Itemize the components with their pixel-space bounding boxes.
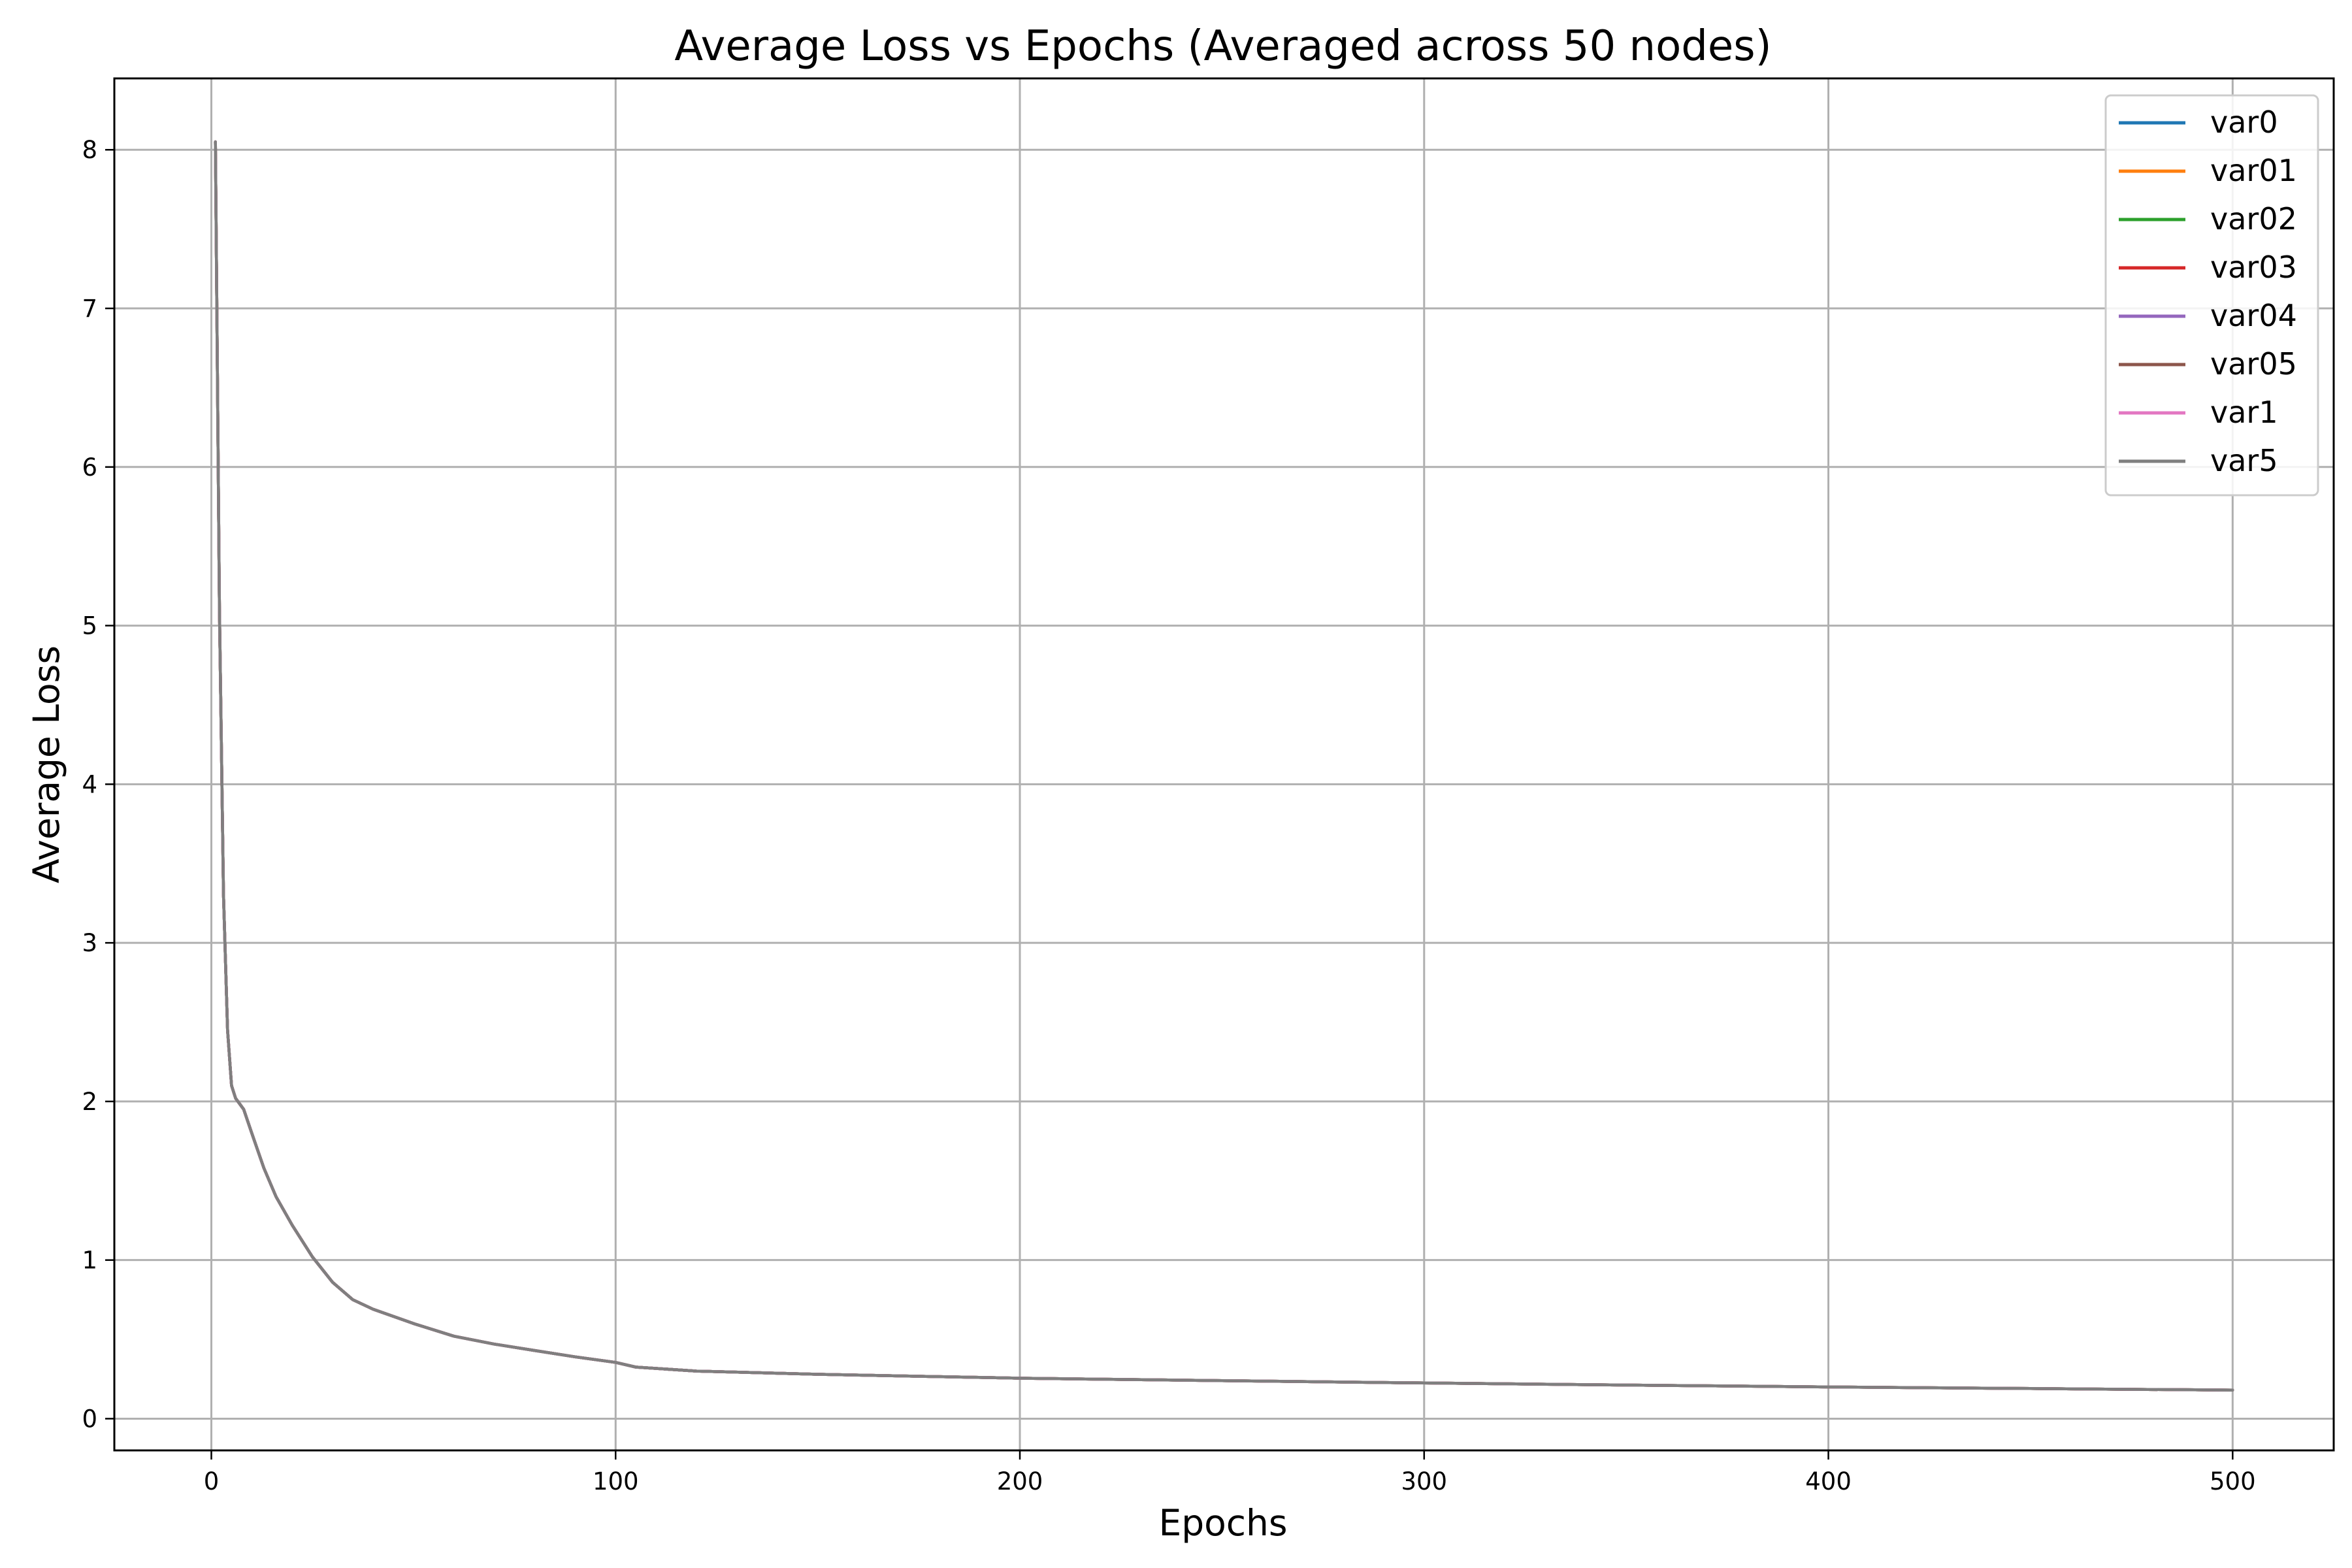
plot-frame xyxy=(113,77,2335,1452)
chart-title: Average Loss vs Epochs (Averaged across … xyxy=(674,22,1771,71)
y-axis-title: Average Loss xyxy=(25,645,67,883)
y-tick-label: 4 xyxy=(82,770,97,798)
x-axis-title: Epochs xyxy=(1158,1502,1287,1544)
legend-label: var0 xyxy=(2210,105,2278,140)
y-tick-label: 1 xyxy=(82,1247,97,1275)
x-tick-label: 100 xyxy=(593,1467,639,1495)
legend-label: var5 xyxy=(2210,443,2278,478)
grid xyxy=(114,78,2334,1450)
legend-label: var04 xyxy=(2210,298,2297,333)
legend-label: var02 xyxy=(2210,201,2297,237)
x-tick-label: 400 xyxy=(1805,1467,1852,1495)
legend-box xyxy=(2104,94,2319,497)
y-tick-label: 3 xyxy=(82,929,97,957)
x-tick-label: 0 xyxy=(204,1467,220,1495)
x-tick-label: 200 xyxy=(997,1467,1043,1495)
legend-label: var1 xyxy=(2210,395,2278,430)
x-tick-label: 500 xyxy=(2210,1467,2256,1495)
y-tick-label: 8 xyxy=(82,136,97,164)
y-tick-label: 5 xyxy=(82,612,97,640)
y-tick-label: 6 xyxy=(82,453,97,482)
tick-labels: 0 100 200 300 400 500 0 1 2 3 4 5 6 7 8 xyxy=(82,136,2255,1495)
legend-label: var03 xyxy=(2210,250,2297,285)
y-tick-label: 7 xyxy=(82,295,97,323)
legend-label: var01 xyxy=(2210,153,2297,188)
legend: var0 var01 var02 var03 var04 var05 var1 var5 xyxy=(2104,94,2319,497)
legend-label: var05 xyxy=(2210,346,2297,382)
x-tick-label: 300 xyxy=(1401,1467,1447,1495)
axes xyxy=(105,77,2335,1460)
series-lines xyxy=(214,140,2234,1392)
series-line-var5 xyxy=(214,140,2234,1392)
y-tick-label: 2 xyxy=(82,1088,97,1116)
y-tick-label: 0 xyxy=(82,1405,97,1433)
